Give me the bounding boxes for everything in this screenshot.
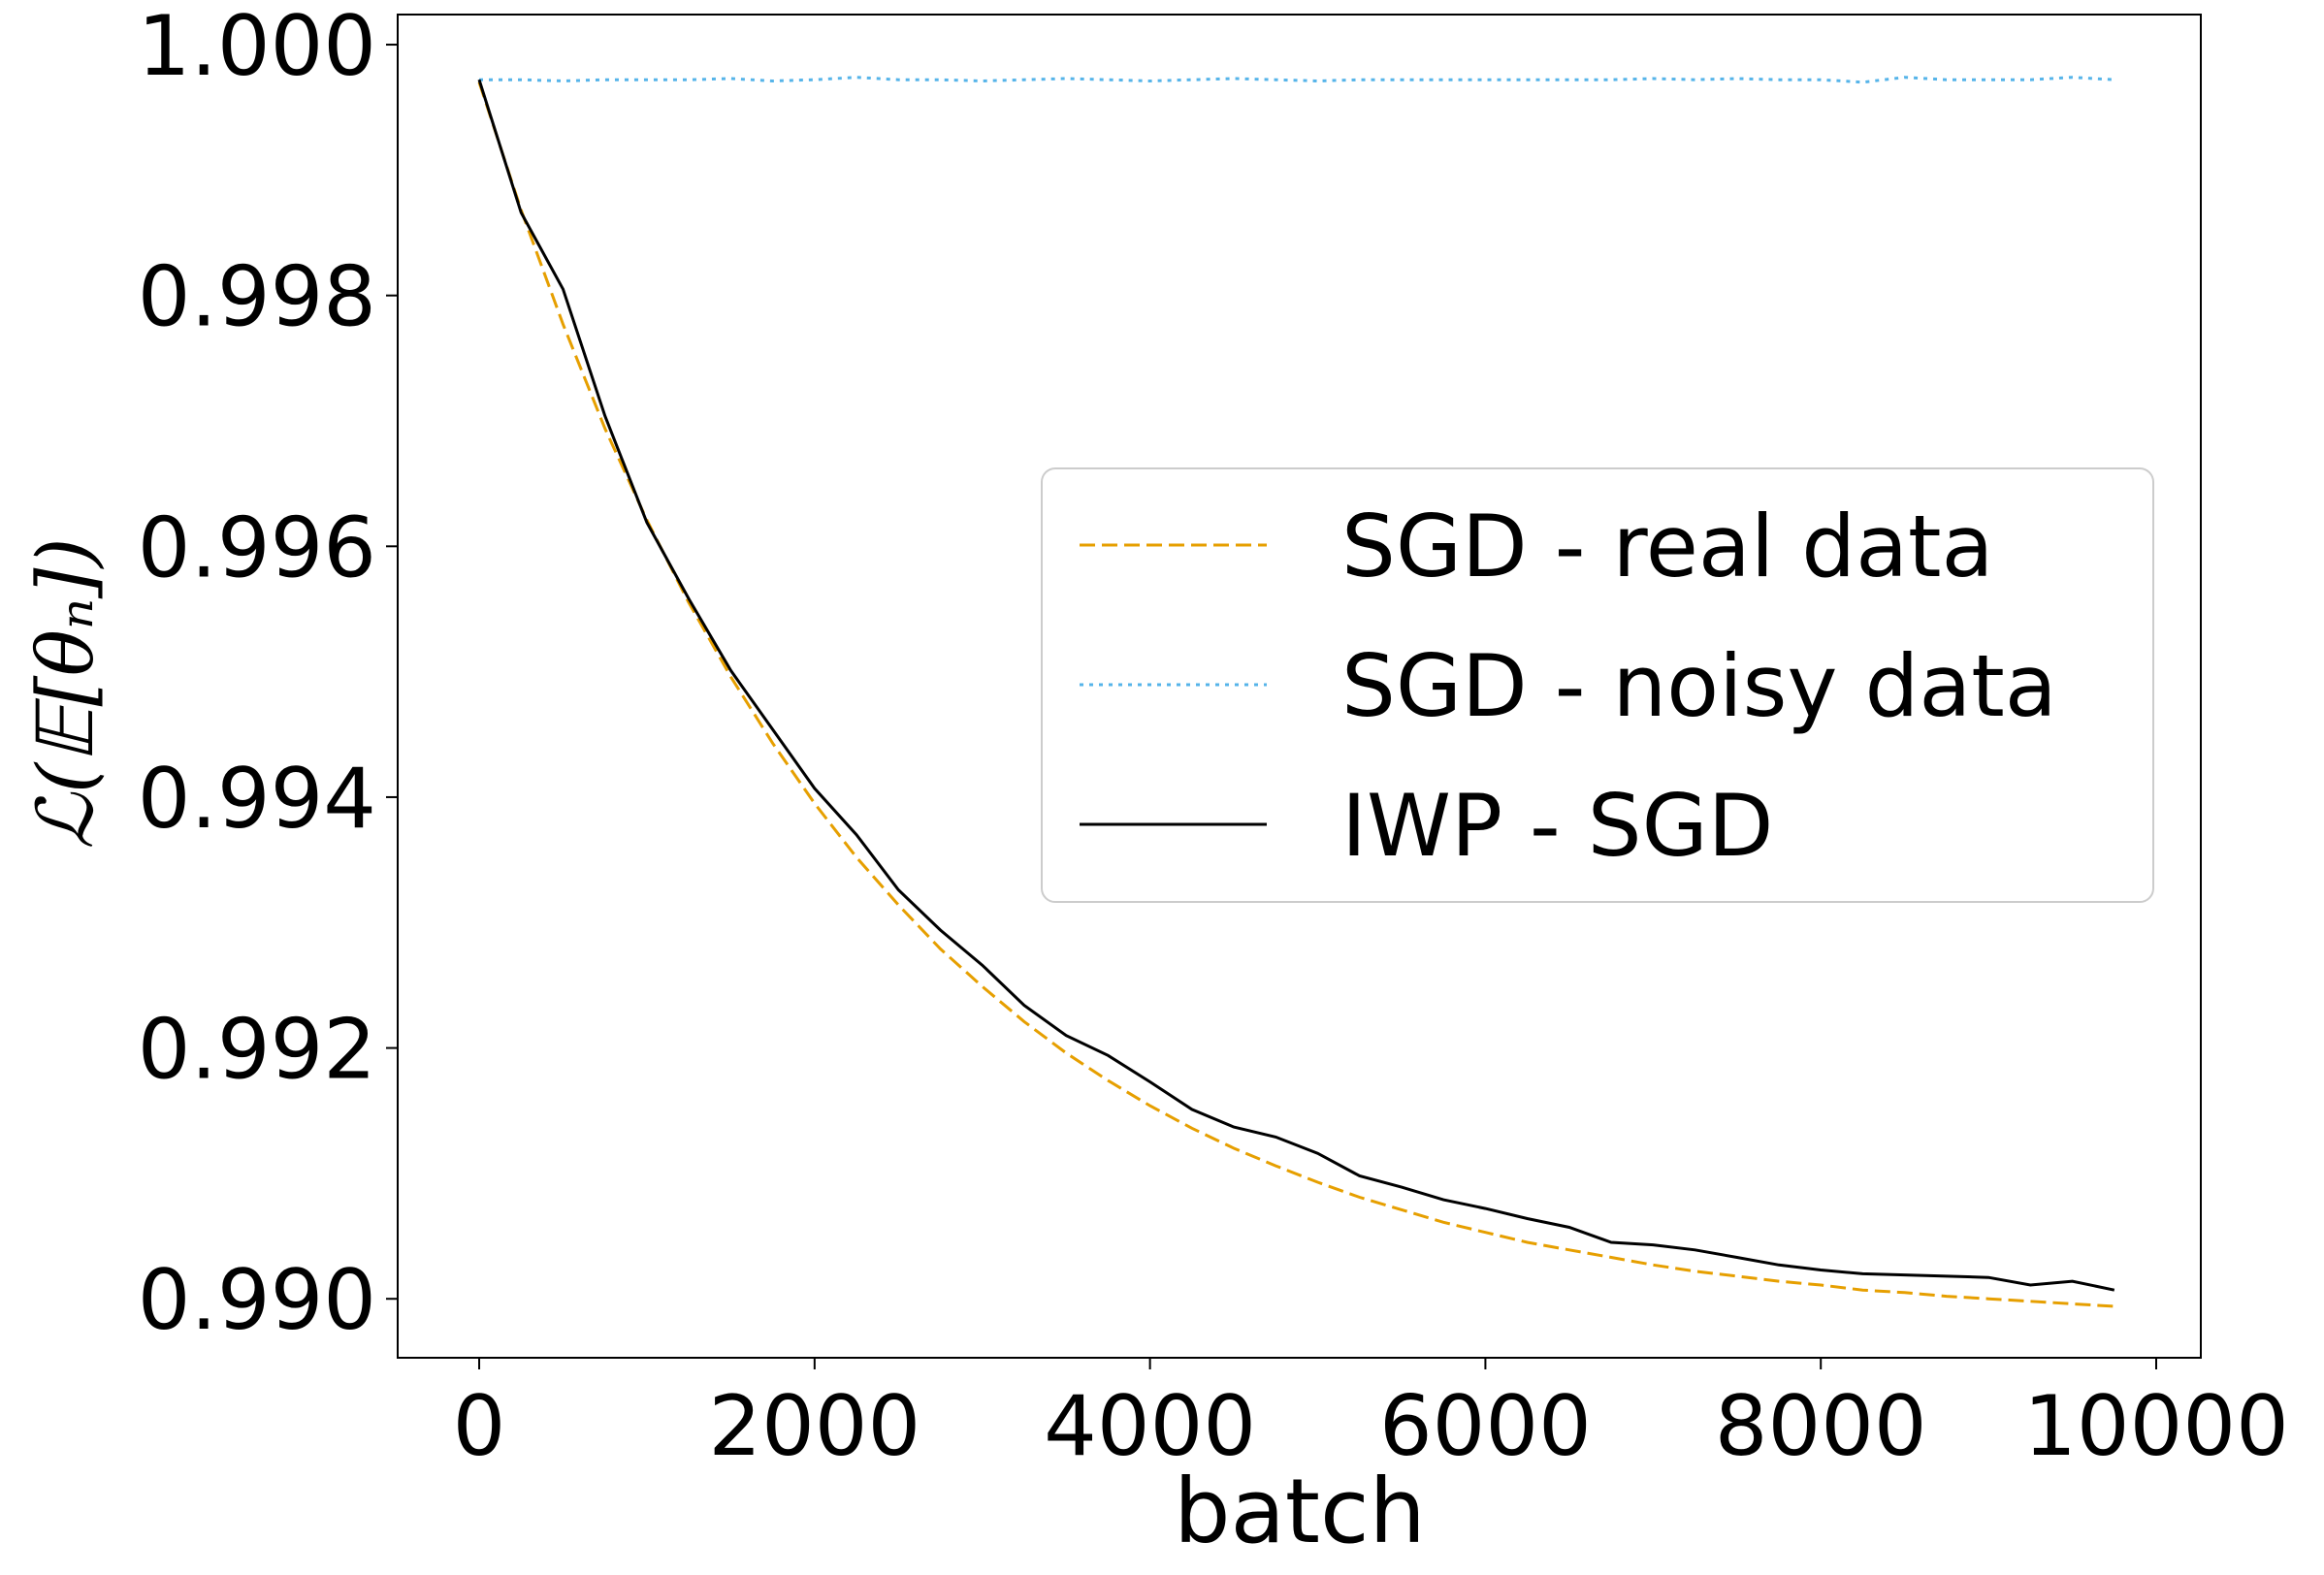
- x-tick-label: 2000: [708, 1378, 920, 1475]
- series-line-0: [477, 81, 2114, 1308]
- x-axis: 0 2000 4000 6000 8000 10000: [453, 1358, 2289, 1475]
- legend-label: SGD - real data: [1341, 497, 1993, 596]
- y-tick-label: 1.000: [138, 0, 376, 95]
- series-line-2: [477, 79, 2115, 1292]
- y-axis: 0.990 0.992 0.994 0.996 0.998 1.000: [138, 0, 398, 1349]
- legend-frame: [1041, 467, 2154, 903]
- y-tick-label: 0.990: [138, 1252, 376, 1349]
- legend-label: IWP - SGD: [1341, 776, 1774, 876]
- y-axis-label: ℒ(𝔼[θₙ]): [20, 537, 111, 849]
- x-axis-label: batch: [1174, 1460, 1426, 1563]
- series-line-1: [479, 76, 2114, 84]
- y-tick-label: 0.996: [138, 499, 376, 596]
- x-tick-label: 10000: [2023, 1378, 2289, 1475]
- x-tick-label: 6000: [1379, 1378, 1592, 1475]
- y-tick-label: 0.992: [138, 1002, 376, 1099]
- y-tick-label: 0.998: [138, 249, 376, 346]
- legend: SGD - real data SGD - noisy data IWP - SGD: [1041, 467, 2154, 903]
- series-layer: [477, 76, 2115, 1308]
- x-tick-label: 0: [453, 1378, 506, 1475]
- legend-label: SGD - noisy data: [1341, 636, 2057, 736]
- x-tick-label: 4000: [1044, 1378, 1256, 1475]
- x-tick-label: 8000: [1715, 1378, 1927, 1475]
- y-tick-label: 0.994: [138, 751, 376, 848]
